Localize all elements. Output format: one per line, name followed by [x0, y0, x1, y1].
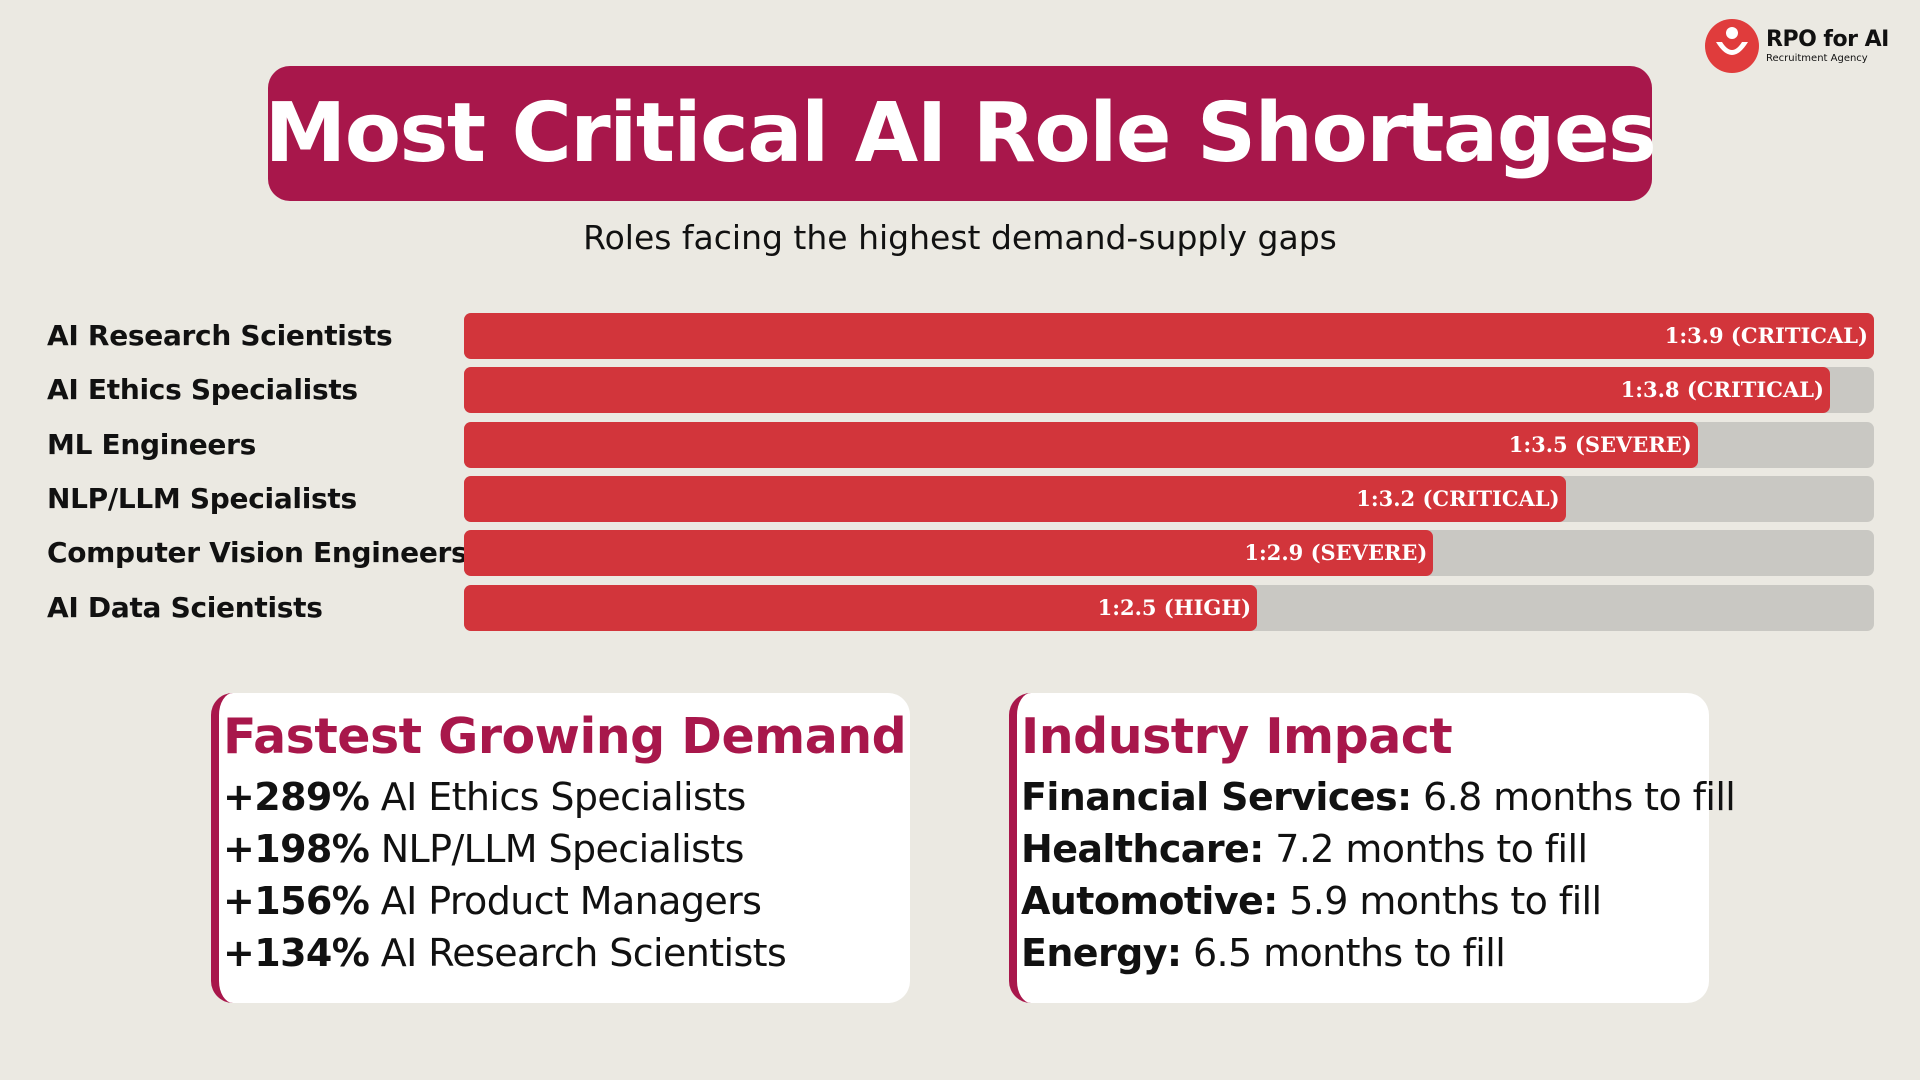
bar-track: 1:3.9 (CRITICAL) [464, 313, 1874, 359]
industry-item-time: 6.5 months to fill [1181, 931, 1506, 975]
industry-item-name: Automotive: [1021, 879, 1278, 923]
demand-item: +289% AI Ethics Specialists [223, 771, 910, 823]
bar: 1:3.2 (CRITICAL) [464, 475, 1566, 522]
demand-item-value: +289% [223, 775, 370, 819]
bar: 1:3.9 (CRITICAL) [464, 313, 1874, 359]
bar-value-label: 1:2.9 (SEVERE) [1244, 540, 1428, 566]
page-title: Most Critical AI Role Shortages [264, 86, 1657, 181]
bar-value-label: 1:3.5 (SEVERE) [1508, 431, 1692, 457]
brand-tagline: Recruitment Agency [1766, 52, 1868, 64]
bar-track: 1:2.9 (SEVERE) [464, 530, 1874, 577]
industry-item-name: Financial Services: [1021, 775, 1412, 819]
bar-value-label: 1:2.5 (HIGH) [1097, 594, 1252, 620]
bar-track: 1:3.5 (SEVERE) [464, 421, 1874, 468]
demand-item-label: AI Research Scientists [369, 931, 787, 975]
bar-row: AI Research Scientists 1:3.9 (CRITICAL) [0, 313, 1920, 359]
industry-item-time: 5.9 months to fill [1277, 879, 1602, 923]
fastest-growing-demand-card: Fastest Growing Demand +289% AI Ethics S… [211, 693, 910, 1003]
bar-category-label: NLP/LLM Specialists [47, 481, 357, 515]
demand-item-value: +134% [223, 931, 370, 975]
bar-value-label: 1:3.8 (CRITICAL) [1620, 377, 1824, 403]
bar: 1:2.5 (HIGH) [464, 584, 1258, 631]
demand-item: +134% AI Research Scientists [223, 927, 910, 979]
demand-item-label: NLP/LLM Specialists [369, 827, 745, 871]
bar: 1:3.5 (SEVERE) [464, 421, 1698, 468]
brand-logo-icon [1705, 19, 1759, 73]
bar-value-label: 1:3.9 (CRITICAL) [1664, 323, 1868, 348]
bar-category-label: ML Engineers [47, 427, 256, 461]
bar-category-label: AI Ethics Specialists [47, 373, 358, 407]
industry-item: Healthcare: 7.2 months to fill [1021, 823, 1709, 875]
bar-row: AI Ethics Specialists 1:3.8 (CRITICAL) [0, 367, 1920, 414]
demand-item: +156% AI Product Managers [223, 875, 910, 927]
bar-row: Computer Vision Engineers 1:2.9 (SEVERE) [0, 530, 1920, 577]
bar-row: ML Engineers 1:3.5 (SEVERE) [0, 421, 1920, 468]
bar-track: 1:3.8 (CRITICAL) [464, 367, 1874, 414]
bar-row: NLP/LLM Specialists 1:3.2 (CRITICAL) [0, 475, 1920, 522]
bar-row: AI Data Scientists 1:2.5 (HIGH) [0, 584, 1920, 631]
bar-category-label: AI Research Scientists [47, 319, 393, 352]
industry-card-title: Industry Impact [1021, 708, 1453, 765]
page-subtitle: Roles facing the highest demand-supply g… [583, 218, 1337, 257]
bar-value-label: 1:3.2 (CRITICAL) [1356, 485, 1560, 511]
bar: 1:2.9 (SEVERE) [464, 530, 1434, 577]
industry-item: Automotive: 5.9 months to fill [1021, 875, 1709, 927]
brand-logo: RPO for AI Recruitment Agency [1704, 18, 1889, 74]
bar-track: 1:3.2 (CRITICAL) [464, 475, 1874, 522]
industry-item-name: Energy: [1021, 931, 1182, 975]
demand-item-label: AI Ethics Specialists [369, 775, 747, 819]
title-banner: Most Critical AI Role Shortages [265, 66, 1657, 201]
bar-category-label: Computer Vision Engineers [47, 536, 468, 570]
industry-item: Energy: 6.5 months to fill [1021, 927, 1709, 979]
industry-item-name: Healthcare: [1021, 827, 1264, 871]
demand-item-value: +156% [223, 879, 370, 923]
demand-item-label: AI Product Managers [369, 879, 762, 923]
industry-item-time: 7.2 months to fill [1263, 827, 1588, 871]
brand-name: RPO for AI [1766, 26, 1889, 52]
bar-category-label: AI Data Scientists [47, 590, 323, 624]
bar-track: 1:2.5 (HIGH) [464, 584, 1874, 631]
demand-item: +198% NLP/LLM Specialists [223, 823, 910, 875]
bar: 1:3.8 (CRITICAL) [464, 367, 1830, 414]
industry-impact-card: Industry Impact Financial Services: 6.8 … [1009, 693, 1736, 1003]
industry-item: Financial Services: 6.8 months to fill [1021, 771, 1736, 823]
demand-card-title: Fastest Growing Demand [223, 708, 907, 765]
industry-item-time: 6.8 months to fill [1411, 775, 1736, 819]
demand-item-value: +198% [223, 827, 370, 871]
